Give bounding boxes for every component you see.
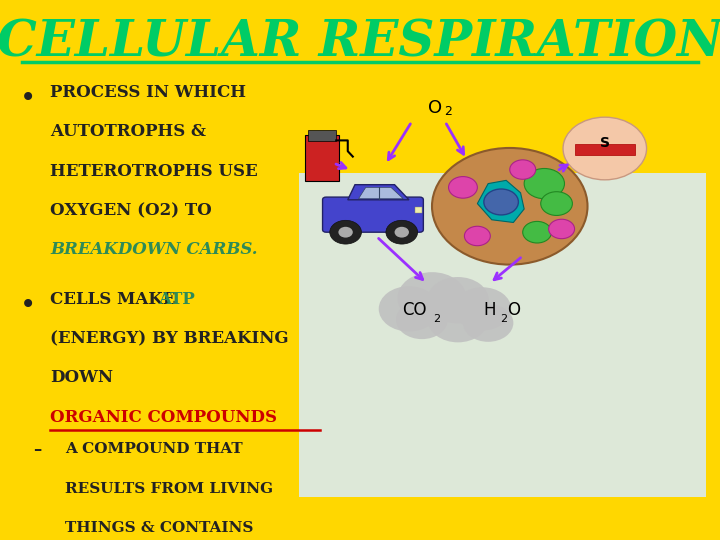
Text: THINGS & CONTAINS: THINGS & CONTAINS (65, 521, 253, 535)
Text: O: O (507, 301, 520, 319)
Circle shape (432, 148, 588, 265)
Circle shape (454, 287, 511, 330)
Circle shape (484, 189, 518, 215)
Circle shape (449, 177, 477, 198)
Text: •: • (20, 84, 37, 112)
Bar (415, 207, 422, 213)
Text: CELLULAR RESPIRATION: CELLULAR RESPIRATION (0, 19, 720, 68)
Text: CO: CO (402, 301, 427, 319)
Circle shape (541, 192, 572, 215)
FancyBboxPatch shape (323, 197, 423, 232)
Circle shape (395, 227, 409, 238)
Circle shape (464, 226, 490, 246)
Text: 2: 2 (500, 314, 508, 323)
Circle shape (338, 227, 353, 238)
Polygon shape (359, 187, 403, 199)
Polygon shape (348, 185, 409, 200)
Text: (ENERGY) BY BREAKING: (ENERGY) BY BREAKING (50, 330, 289, 347)
Text: AUTOTROPHS &: AUTOTROPHS & (50, 123, 207, 140)
Text: CELLS MAKE: CELLS MAKE (50, 291, 181, 307)
Text: PROCESS IN WHICH: PROCESS IN WHICH (50, 84, 246, 100)
Circle shape (379, 286, 439, 332)
Text: –: – (33, 442, 41, 459)
Circle shape (428, 297, 488, 342)
Circle shape (549, 219, 575, 239)
Text: A COMPOUND THAT: A COMPOUND THAT (65, 442, 243, 456)
Text: ATP: ATP (158, 291, 195, 307)
Bar (575, 144, 635, 155)
Text: S: S (496, 196, 505, 206)
Circle shape (396, 300, 448, 339)
Text: S: S (600, 136, 610, 150)
Text: H: H (483, 301, 496, 319)
Text: 2: 2 (444, 105, 452, 118)
FancyBboxPatch shape (299, 173, 706, 497)
Circle shape (524, 168, 564, 199)
Circle shape (427, 277, 489, 323)
Text: BREAKDOWN CARBS.: BREAKDOWN CARBS. (50, 241, 258, 258)
Circle shape (330, 220, 361, 244)
Text: DOWN: DOWN (50, 369, 114, 386)
Text: HETEROTROPHS USE: HETEROTROPHS USE (50, 163, 258, 179)
Circle shape (397, 272, 467, 324)
Circle shape (510, 160, 536, 179)
Text: OXYGEN (O2) TO: OXYGEN (O2) TO (50, 202, 212, 219)
Text: ORGANIC COMPOUNDS: ORGANIC COMPOUNDS (50, 409, 277, 426)
Text: 2: 2 (433, 314, 440, 323)
Circle shape (463, 304, 513, 342)
Circle shape (523, 221, 552, 243)
Text: O: O (428, 99, 442, 117)
Circle shape (386, 220, 418, 244)
Polygon shape (477, 180, 524, 222)
Text: RESULTS FROM LIVING: RESULTS FROM LIVING (65, 482, 273, 496)
Bar (305, 135, 339, 181)
Bar (308, 130, 336, 141)
Circle shape (563, 117, 647, 180)
Text: •: • (20, 291, 37, 319)
